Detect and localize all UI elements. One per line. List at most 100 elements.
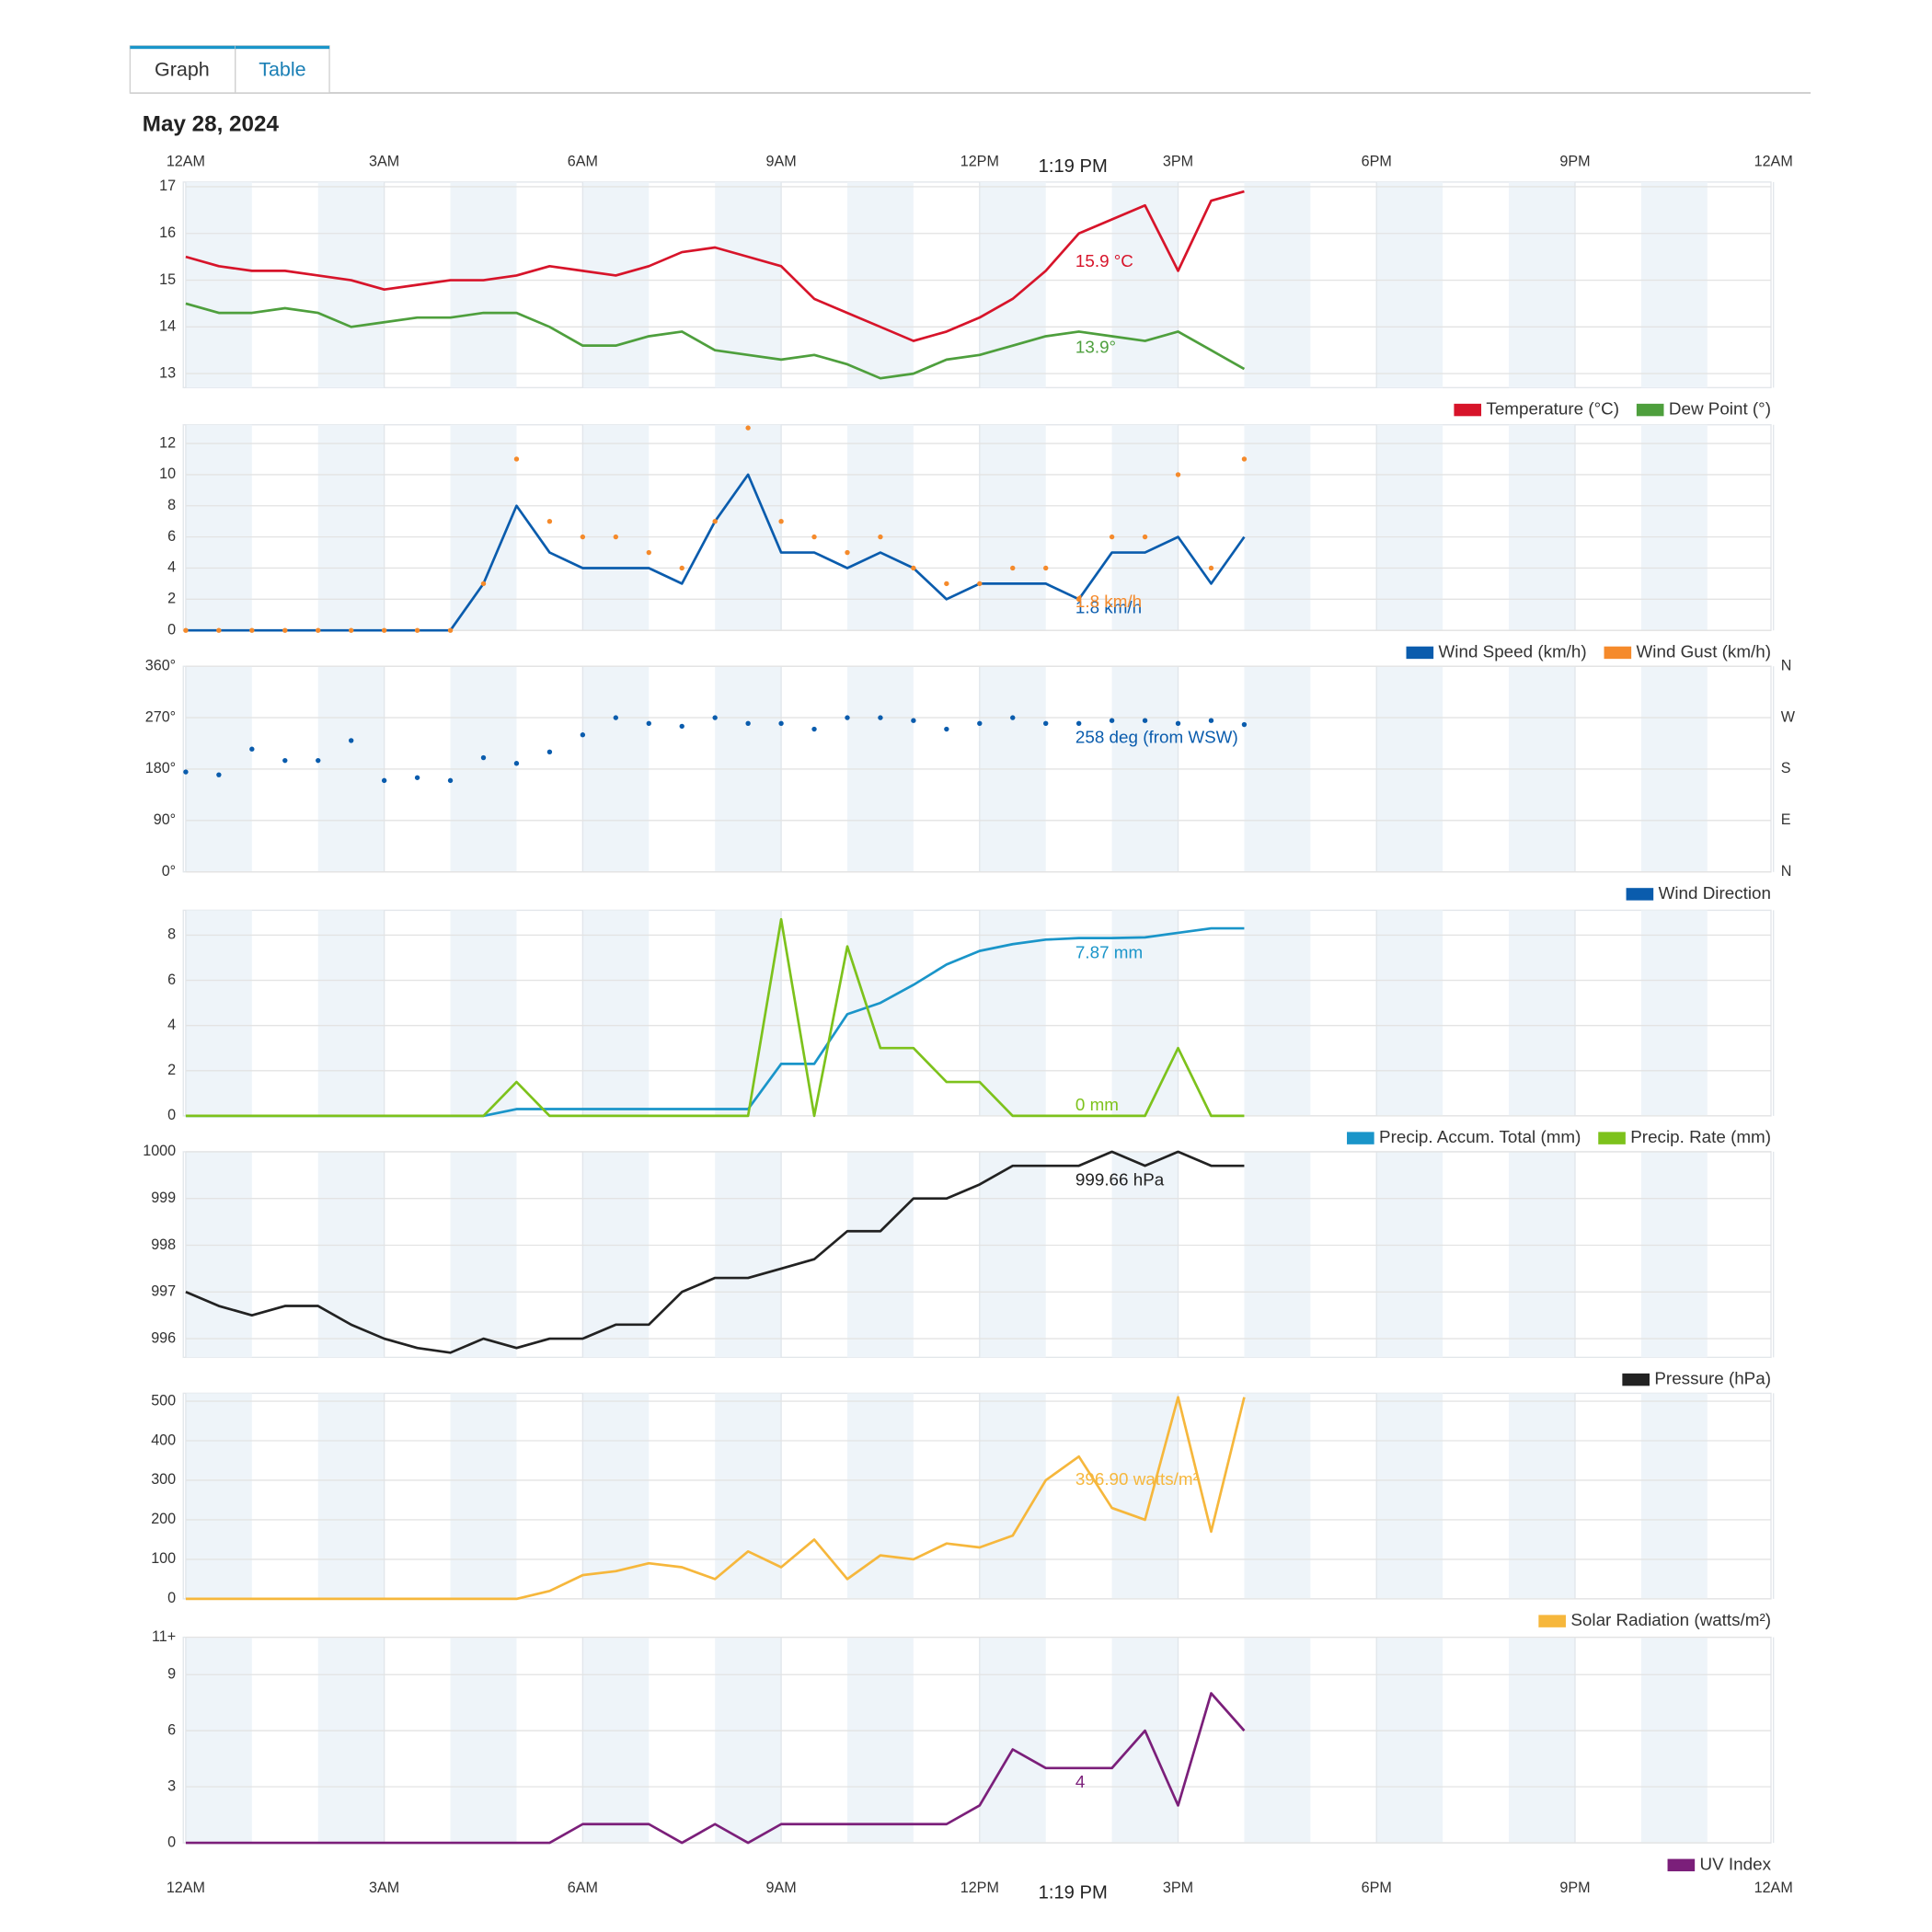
y-tick-label: 13 [159,364,176,381]
cursor-time-label: 1:19 PM [1039,1883,1108,1903]
hour-band [1111,1637,1179,1844]
panel: 0 100 200 300 400 500 396.90 watts/m² Solar Rad… [151,1392,1775,1629]
y2-tick-label: E [1781,811,1791,828]
tab-active-bar [130,45,236,50]
data-point [1109,718,1115,723]
y-tick-label: 3 [167,1777,176,1794]
hour-band [450,1637,517,1844]
hour-band [1509,910,1575,1116]
data-point [712,715,718,720]
data-point [811,534,817,540]
y-tick-label: 8 [167,497,176,513]
legend-label: Pressure (hPa) [1654,1369,1771,1388]
legend-label: UV Index [1700,1854,1772,1873]
hour-band [1509,1151,1575,1358]
y-tick-label: 200 [151,1511,176,1527]
data-point [1075,596,1082,603]
panel: 13 14 15 16 17 15.9 °C 13.9° Dew Point (°) Tempe… [159,178,1775,419]
hour-band [846,1393,914,1599]
graph-tab[interactable]: Graph [129,45,236,94]
legend-label: Wind Gust (km/h) [1637,641,1771,661]
legend-label: Temperature (°C) [1486,399,1619,419]
data-point [1109,534,1115,540]
hour-band [450,1393,517,1599]
y-tick-label: 300 [151,1471,176,1488]
hour-band [450,910,517,1116]
data-point [316,757,321,764]
data-point [1142,534,1148,540]
series-group [183,715,1248,784]
data-point [183,769,189,775]
data-point [216,772,222,777]
data-point [447,627,454,633]
hour-band [846,910,914,1116]
panel: 0 2 4 6 8 7.87 mm 0 mm Precip. Rate (mm) Precip.… [167,909,1775,1146]
legend-swatch [1622,1373,1650,1386]
table-tab[interactable]: Table [235,45,330,94]
hour-band [1244,424,1311,631]
data-point [249,746,255,752]
data-point [348,738,354,743]
hour-band [979,1393,1046,1599]
x-tick-label: 12AM [167,154,205,170]
data-point [646,720,651,726]
data-point [447,777,454,784]
legend-label: Precip. Accum. Total (mm) [1379,1127,1581,1146]
x-tick-label: 12PM [960,1880,999,1896]
data-point [1208,718,1214,723]
data-point [1208,565,1214,571]
x-tick-label: 6PM [1362,154,1392,170]
data-point [580,732,586,738]
data-point [811,726,817,732]
data-point [282,757,288,764]
tab-label[interactable]: Table [259,58,305,80]
legend-label: Dew Point (°) [1669,399,1771,419]
data-point [911,565,916,571]
y-tick-label: 0 [167,1107,176,1123]
plot-area [182,1636,1772,1844]
legend-swatch [1636,403,1664,417]
legend-swatch [1538,1615,1566,1627]
series-group [185,1692,1246,1845]
data-point [977,720,983,726]
legend-swatch [1347,1132,1374,1144]
y-tick-label: 15 [159,271,176,288]
hour-band [1640,1637,1708,1844]
hour-band [1244,1151,1311,1358]
data-point [282,627,288,633]
data-point [845,549,850,556]
data-point [580,534,586,540]
x-tick-label: 6AM [568,1880,598,1896]
data-point [513,761,520,766]
data-point [1043,720,1049,726]
hour-band [1376,424,1443,631]
hover-value-label: 4 [1075,1772,1085,1791]
x-tick-label: 3AM [369,154,399,170]
y-tick-label: 11+ [152,1628,176,1645]
data-point [977,581,983,587]
hover-value-label: 258 deg (from WSW) [1075,727,1238,746]
y-tick-label: 500 [151,1392,176,1409]
y-tick-label: 6 [167,972,176,988]
hover-value-label: 13.9° [1075,337,1116,356]
hour-band [317,910,385,1116]
tab-box[interactable] [235,45,330,94]
hour-band [846,424,914,631]
x-tick-label: 9PM [1559,1880,1590,1896]
x-tick-label: 12PM [960,154,999,170]
hour-band [317,1151,385,1358]
data-point [613,534,619,540]
x-tick-label: 9AM [765,154,796,170]
x-tick-label: 3PM [1163,1880,1193,1896]
hour-band [317,424,385,631]
x-tick-label: 12AM [1754,154,1793,170]
tab-label[interactable]: Graph [155,58,210,80]
data-point [216,627,222,633]
hover-value-label: 1.8 km/h [1075,592,1142,611]
series-group [185,917,1245,1118]
hour-band [1376,1393,1443,1599]
hour-band [1509,1393,1575,1599]
data-point [911,718,916,723]
y-tick-label: 0° [162,863,176,880]
hour-band [1376,1637,1443,1844]
